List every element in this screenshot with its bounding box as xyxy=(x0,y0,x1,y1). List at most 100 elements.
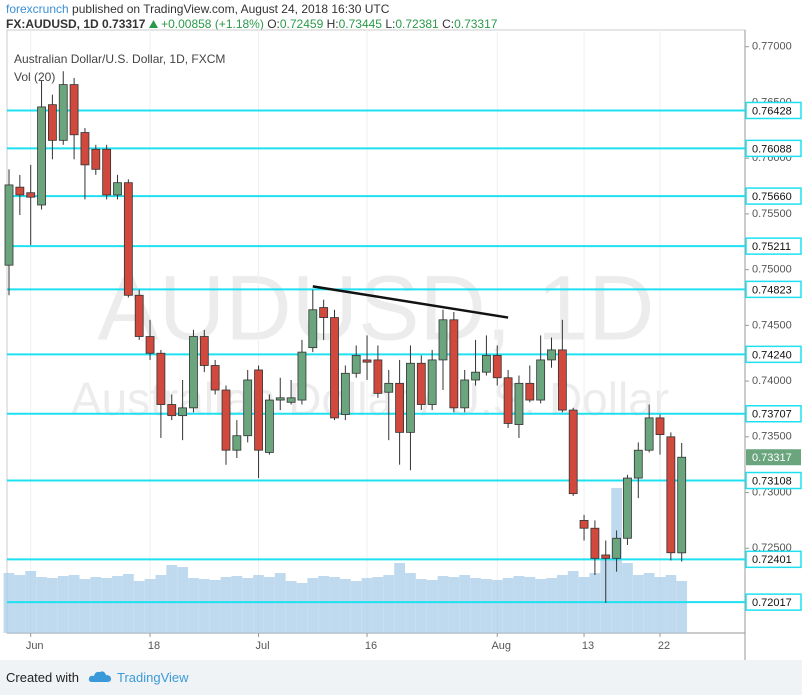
candle-body xyxy=(4,184,14,266)
candle-body xyxy=(26,192,36,198)
volume-bar xyxy=(513,576,525,633)
volume-bar xyxy=(437,576,449,633)
volume-bar xyxy=(318,576,330,633)
candle-body xyxy=(438,319,448,361)
volume-bar xyxy=(546,578,557,633)
volume-bar xyxy=(57,576,69,633)
y-tick-label: 0.75000 xyxy=(752,264,792,276)
level-label-box xyxy=(745,101,802,120)
x-tick-label: Jul xyxy=(256,640,270,652)
header-line: forexcrunch published on TradingView.com… xyxy=(6,2,497,17)
volume-bar xyxy=(339,579,351,633)
candle-body xyxy=(254,369,263,451)
volume-bar xyxy=(372,577,384,633)
volume-bar xyxy=(36,577,47,633)
candle-body xyxy=(547,349,556,361)
candle-body xyxy=(568,409,578,495)
level-label: 0.74823 xyxy=(752,284,792,296)
candle-body xyxy=(199,336,209,366)
candle-body xyxy=(330,317,339,419)
volume-bar xyxy=(481,579,492,633)
volume-bar xyxy=(198,579,210,633)
candle-body xyxy=(666,436,676,554)
x-tick-label: 22 xyxy=(658,640,670,652)
created-with: Created with xyxy=(6,670,79,685)
candle-body xyxy=(167,404,177,417)
candle-body xyxy=(395,382,405,433)
volume-bar xyxy=(361,578,373,633)
volume-bar xyxy=(394,563,405,633)
candle-body xyxy=(189,336,198,409)
level-label: 0.72401 xyxy=(752,554,792,566)
y-tick-label: 0.73000 xyxy=(752,486,792,498)
candle-body xyxy=(275,397,285,401)
candle-body xyxy=(351,355,361,374)
candle-body xyxy=(91,148,101,170)
candle-body xyxy=(80,132,90,166)
y-tick-label: 0.75500 xyxy=(752,208,792,220)
volume-bar xyxy=(426,580,438,633)
candle-body xyxy=(525,382,535,401)
candle-body xyxy=(15,186,25,196)
level-label: 0.73108 xyxy=(752,475,792,487)
volume-bar xyxy=(68,575,80,633)
candle-body xyxy=(557,349,567,411)
volume-bar xyxy=(632,575,644,633)
candle-body xyxy=(590,527,600,559)
candle-body xyxy=(221,389,231,451)
volume-bar xyxy=(231,576,243,633)
candle-body xyxy=(492,355,502,379)
volume-bar xyxy=(155,575,167,633)
candle-body xyxy=(481,355,491,373)
candle-body xyxy=(449,319,459,409)
up-arrow xyxy=(148,20,158,28)
ohlc-value: 0.72381 xyxy=(395,17,439,31)
candle-body xyxy=(37,106,46,206)
volume-bar xyxy=(578,577,590,633)
candle-body xyxy=(579,520,589,529)
level-label: 0.72017 xyxy=(752,597,792,609)
last-price-box xyxy=(746,449,801,466)
level-label-box xyxy=(745,139,802,158)
author[interactable]: forexcrunch xyxy=(6,2,69,16)
candle-body xyxy=(612,537,621,559)
candle-body xyxy=(113,182,122,196)
level-label-box xyxy=(745,471,802,490)
level-label-box xyxy=(745,345,802,364)
volume-bar xyxy=(459,575,471,633)
x-tick-label: 16 xyxy=(365,640,377,652)
trendline xyxy=(312,285,509,319)
candle-body xyxy=(503,377,513,424)
volume-bar xyxy=(329,577,340,633)
chart: AUDUSD, 1D Australian Dollar / U.S. Doll… xyxy=(3,29,802,660)
candle-body xyxy=(178,407,188,417)
candle-body xyxy=(655,417,665,436)
candle-body xyxy=(633,449,643,479)
volume-title: Vol (20) xyxy=(14,70,55,84)
ohlc-label: H: xyxy=(326,17,339,31)
y-tick-label: 0.74000 xyxy=(752,375,792,387)
volume-bar xyxy=(90,577,102,633)
volume-bar xyxy=(242,578,254,633)
ohlc-value: 0.73445 xyxy=(338,17,382,31)
ohlc-label: L: xyxy=(385,17,396,31)
volume-bar xyxy=(415,579,427,633)
candle-body xyxy=(416,362,426,405)
level-label: 0.76088 xyxy=(752,143,792,155)
level-label-box xyxy=(745,405,802,423)
candle-body xyxy=(102,148,112,196)
candle-body xyxy=(210,365,220,391)
ohlc-label: O: xyxy=(267,17,280,31)
candle-body xyxy=(243,379,253,437)
y-tick-label: 0.74500 xyxy=(752,319,792,331)
x-tick-label: Jun xyxy=(26,640,44,652)
candle-body xyxy=(156,352,166,405)
volume-bar xyxy=(654,577,666,633)
volume-bar xyxy=(524,577,536,633)
level-label: 0.74240 xyxy=(752,349,792,361)
volume-bar xyxy=(253,575,264,633)
level-label-box xyxy=(745,280,802,299)
brand[interactable]: TradingView xyxy=(117,670,189,685)
volume-bar xyxy=(47,578,58,633)
